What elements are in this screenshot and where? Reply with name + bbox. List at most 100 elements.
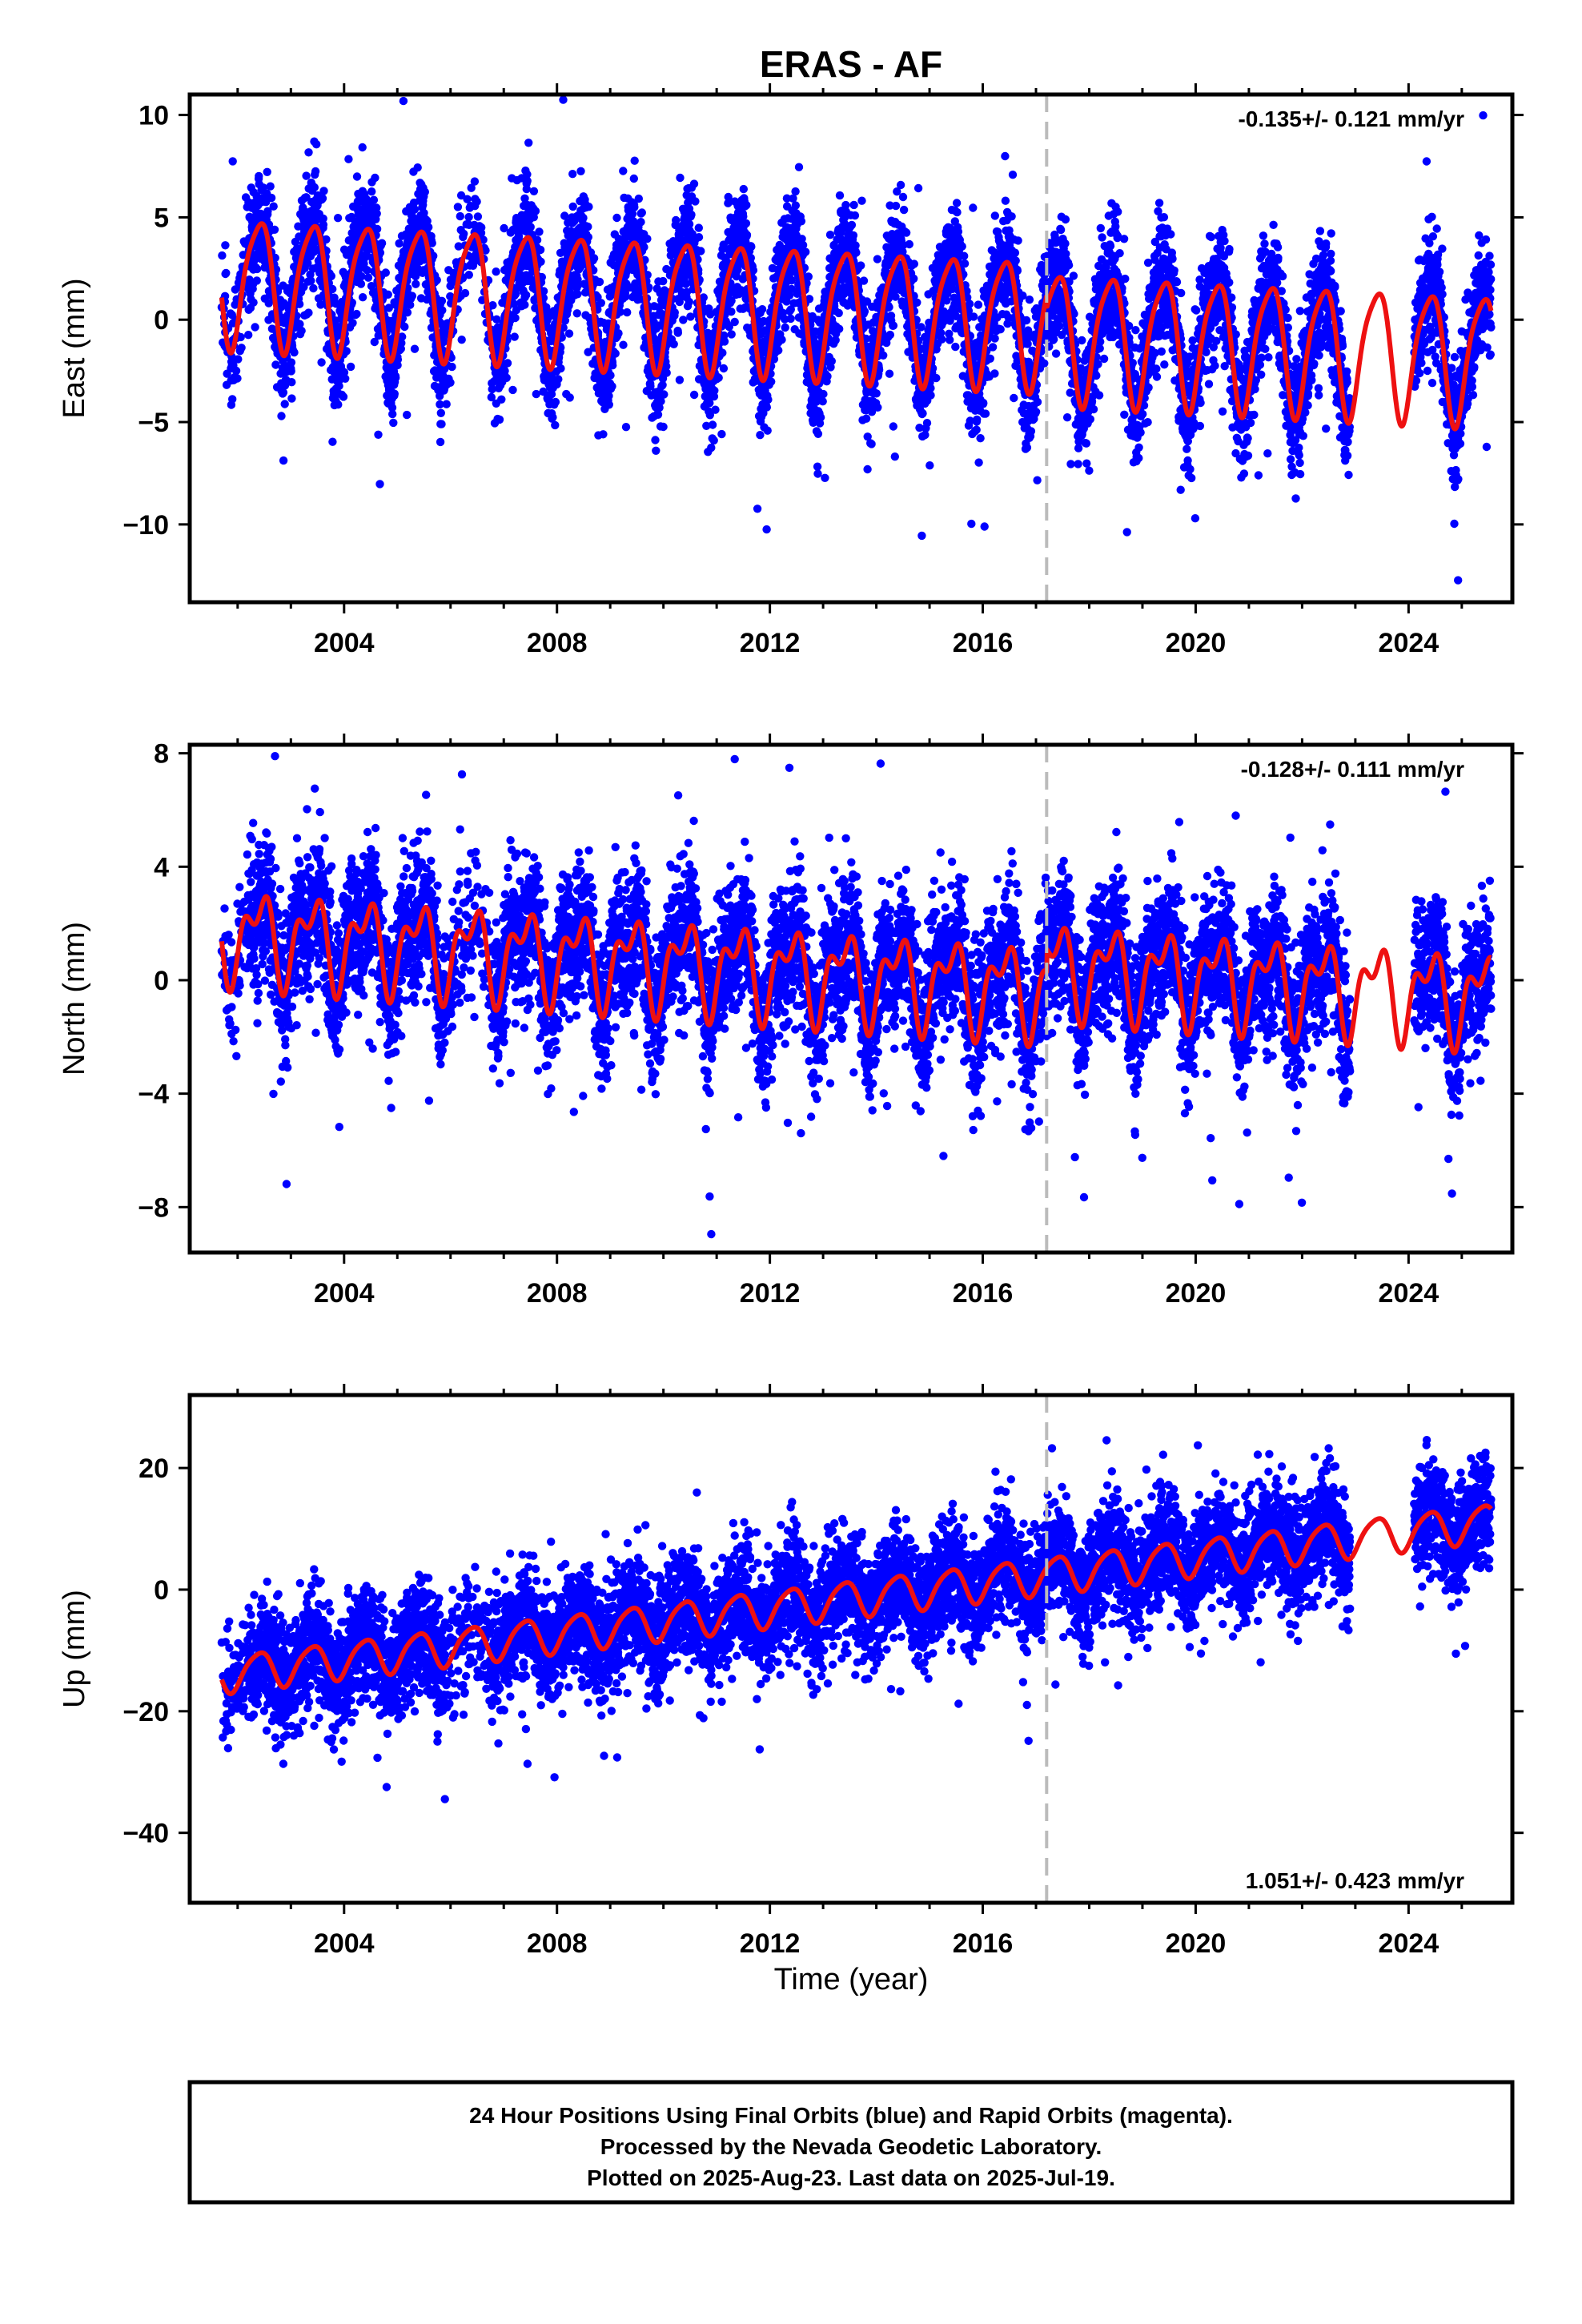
position-point xyxy=(990,334,999,343)
position-point xyxy=(437,420,446,428)
position-point xyxy=(777,336,786,344)
position-point xyxy=(965,300,974,308)
position-point xyxy=(694,223,703,232)
position-point xyxy=(952,199,962,207)
position-point xyxy=(757,305,767,314)
position-point xyxy=(980,522,989,531)
position-point xyxy=(986,354,995,363)
position-point xyxy=(659,276,668,286)
position-point xyxy=(263,207,272,215)
position-point xyxy=(263,167,271,176)
position-point xyxy=(857,196,866,205)
position-point xyxy=(614,329,623,338)
position-point xyxy=(873,255,882,263)
position-point xyxy=(637,208,646,217)
position-point xyxy=(410,344,420,353)
position-point xyxy=(551,397,560,407)
position-point xyxy=(383,290,392,299)
position-point xyxy=(852,248,861,257)
position-point xyxy=(619,167,628,175)
position-point xyxy=(827,356,837,366)
position-point xyxy=(529,187,539,195)
position-point xyxy=(302,171,311,180)
position-point xyxy=(896,180,905,190)
position-point xyxy=(377,239,387,247)
position-point xyxy=(579,213,588,223)
position-point xyxy=(967,519,976,529)
position-point xyxy=(317,358,326,367)
position-point xyxy=(720,337,729,346)
position-point xyxy=(457,336,466,344)
position-point xyxy=(973,415,982,424)
position-point xyxy=(584,203,593,211)
position-point xyxy=(675,376,685,384)
position-point xyxy=(234,355,243,364)
position-point xyxy=(659,422,668,432)
position-point xyxy=(707,443,716,452)
position-point xyxy=(791,187,800,196)
position-point xyxy=(767,377,776,386)
position-point xyxy=(623,308,632,317)
position-point xyxy=(709,436,718,445)
position-point xyxy=(424,223,433,231)
position-point xyxy=(918,409,927,418)
position-point xyxy=(946,336,954,344)
position-point xyxy=(319,220,328,229)
position-point xyxy=(710,386,719,395)
position-point xyxy=(437,296,447,305)
position-point xyxy=(685,297,693,307)
position-point xyxy=(228,157,237,166)
position-point xyxy=(797,217,806,226)
position-point xyxy=(228,395,237,404)
position-point xyxy=(741,219,751,228)
position-point xyxy=(899,205,909,215)
position-point xyxy=(584,232,592,242)
position-point xyxy=(277,412,286,420)
position-point xyxy=(309,283,318,293)
position-point xyxy=(608,361,617,370)
position-point xyxy=(976,434,985,443)
position-point xyxy=(222,268,231,278)
position-point xyxy=(348,319,357,328)
position-point xyxy=(410,205,420,214)
position-point xyxy=(673,328,682,337)
position-point xyxy=(922,419,932,428)
position-point xyxy=(523,176,532,186)
position-point xyxy=(564,329,574,338)
position-point xyxy=(328,284,337,294)
position-point xyxy=(304,148,313,157)
position-point xyxy=(717,429,726,439)
position-point xyxy=(251,323,259,332)
position-point xyxy=(823,372,832,381)
position-point xyxy=(867,440,876,448)
position-point xyxy=(719,364,729,373)
position-point xyxy=(958,242,966,251)
position-point xyxy=(653,410,663,419)
position-point xyxy=(568,170,577,179)
position-point xyxy=(621,423,631,432)
position-point xyxy=(464,212,473,222)
position-point xyxy=(371,173,379,183)
position-point xyxy=(363,266,371,275)
position-point xyxy=(819,389,828,399)
position-point xyxy=(548,412,557,422)
position-point xyxy=(334,400,343,409)
position-point xyxy=(974,458,983,467)
position-point xyxy=(473,212,483,221)
position-point xyxy=(851,241,860,250)
position-point xyxy=(763,426,772,435)
position-point xyxy=(909,259,919,268)
position-point xyxy=(395,239,404,248)
position-point xyxy=(873,403,882,412)
position-point xyxy=(879,351,888,360)
position-point xyxy=(492,267,500,276)
position-point xyxy=(972,425,981,434)
position-point xyxy=(521,291,531,300)
position-point xyxy=(718,348,727,357)
position-point xyxy=(926,461,934,470)
position-point xyxy=(390,389,399,398)
position-point xyxy=(310,183,319,192)
position-point xyxy=(472,197,481,206)
